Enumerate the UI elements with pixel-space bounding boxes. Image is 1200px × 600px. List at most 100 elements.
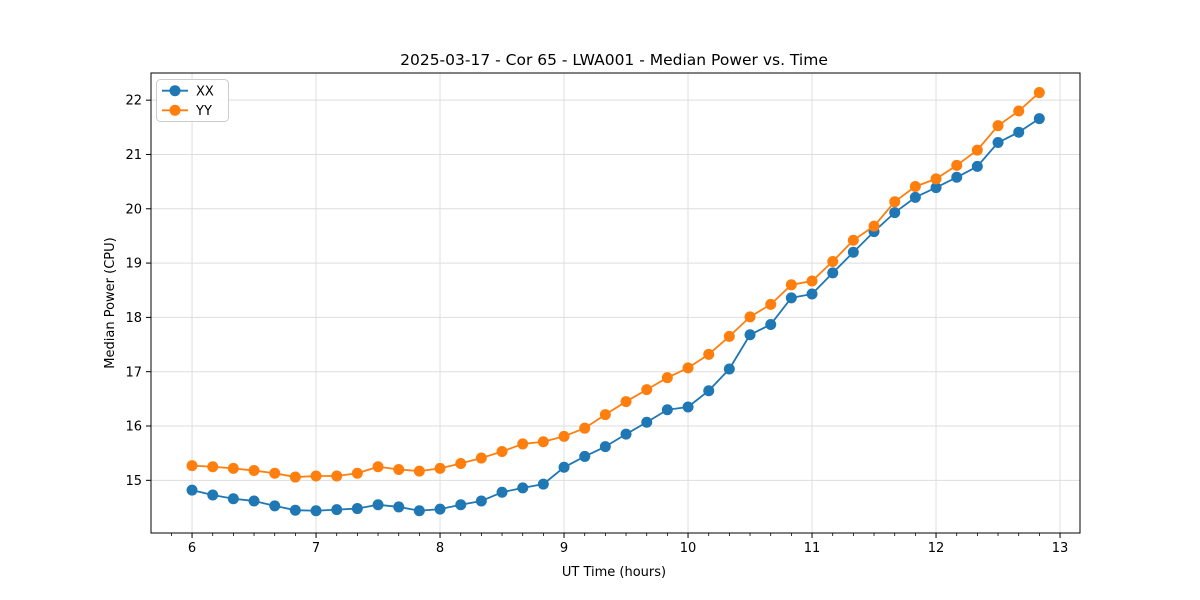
data-point-XX (620, 428, 632, 440)
data-point-YY (331, 470, 343, 482)
data-point-XX (765, 318, 777, 330)
data-point-YY (992, 120, 1004, 132)
data-point-XX (1033, 113, 1045, 125)
data-point-XX (827, 267, 839, 279)
data-point-XX (517, 482, 529, 494)
data-point-XX (475, 495, 487, 507)
data-point-XX (289, 504, 301, 516)
legend-box (156, 79, 229, 122)
data-point-XX (703, 385, 715, 397)
data-point-XX (331, 504, 343, 516)
data-point-YY (227, 462, 239, 474)
data-point-YY (434, 462, 446, 474)
data-point-XX (372, 499, 384, 511)
data-point-YY (413, 465, 425, 477)
grid (151, 73, 1080, 533)
data-point-YY (847, 234, 859, 246)
y-tick-label-17: 17 (125, 365, 142, 380)
data-point-YY (930, 173, 942, 185)
data-point-XX (579, 450, 591, 462)
data-point-XX (248, 495, 260, 507)
data-point-XX (806, 288, 818, 300)
legend-item-yy: YY (162, 104, 212, 119)
data-point-YY (351, 467, 363, 479)
data-point-YY (806, 275, 818, 287)
data-point-XX (951, 171, 963, 183)
data-point-YY (827, 255, 839, 267)
y-tick-label-16: 16 (125, 420, 142, 435)
data-point-XX (537, 478, 549, 490)
data-point-YY (785, 279, 797, 291)
data-point-YY (248, 465, 260, 477)
data-point-XX (723, 363, 735, 375)
data-point-YY (641, 384, 653, 396)
y-tick-label-19: 19 (125, 257, 142, 272)
data-point-YY (207, 461, 219, 473)
data-point-YY (1033, 87, 1045, 99)
legend-item-xx: XX (162, 84, 214, 99)
data-point-XX (186, 484, 198, 496)
legend-marker-xx (169, 85, 181, 97)
data-point-XX (930, 182, 942, 194)
data-point-YY (744, 311, 756, 323)
y-tick-label-18: 18 (125, 311, 142, 326)
data-point-YY (682, 362, 694, 374)
data-point-XX (847, 246, 859, 258)
series-line-XX (191, 117, 1040, 512)
data-point-XX (744, 329, 756, 341)
x-tick-label-10: 10 (680, 541, 697, 556)
x-tick-label-12: 12 (928, 541, 945, 556)
x-tick-label-9: 9 (560, 541, 568, 556)
data-point-YY (517, 438, 529, 450)
data-point-XX (641, 416, 653, 428)
y-tick-label-22: 22 (125, 94, 142, 109)
data-point-YY (661, 372, 673, 384)
data-point-XX (599, 441, 611, 453)
data-point-YY (310, 470, 322, 482)
data-point-YY (723, 330, 735, 342)
data-point-XX (310, 505, 322, 517)
legend-label-xx: XX (196, 84, 214, 99)
data-point-XX (661, 404, 673, 416)
legend-label-yy: YY (195, 104, 212, 119)
data-point-XX (413, 505, 425, 517)
data-point-XX (227, 493, 239, 505)
data-point-XX (207, 489, 219, 501)
data-point-XX (889, 207, 901, 219)
data-point-YY (537, 436, 549, 448)
x-tick-label-13: 13 (1052, 541, 1069, 556)
x-tick-label-7: 7 (312, 541, 320, 556)
y-tick-label-20: 20 (125, 202, 142, 217)
x-tick-label-11: 11 (804, 541, 821, 556)
data-point-YY (909, 181, 921, 193)
data-point-YY (579, 422, 591, 434)
data-point-XX (434, 503, 446, 515)
x-tick-label-8: 8 (436, 541, 444, 556)
data-point-XX (496, 486, 508, 498)
data-point-XX (1013, 126, 1025, 138)
data-point-XX (682, 401, 694, 413)
data-point-XX (351, 503, 363, 515)
data-point-XX (558, 461, 570, 473)
data-point-YY (269, 467, 281, 479)
data-point-XX (393, 501, 405, 513)
data-point-XX (909, 191, 921, 203)
legend-marker-yy (169, 104, 181, 116)
x-tick-label-6: 6 (188, 541, 196, 556)
y-tick-label-15: 15 (125, 474, 142, 489)
data-point-YY (868, 220, 880, 232)
data-point-YY (971, 144, 983, 156)
series-line-YY (191, 91, 1040, 478)
chart-title: 2025-03-17 - Cor 65 - LWA001 - Median Po… (400, 51, 828, 69)
data-point-YY (289, 471, 301, 483)
data-point-YY (455, 457, 467, 469)
data-point-YY (889, 196, 901, 208)
data-point-YY (765, 298, 777, 310)
data-point-XX (971, 160, 983, 172)
data-point-YY (951, 159, 963, 171)
data-point-YY (496, 446, 508, 458)
data-point-XX (992, 137, 1004, 149)
data-point-YY (599, 409, 611, 421)
